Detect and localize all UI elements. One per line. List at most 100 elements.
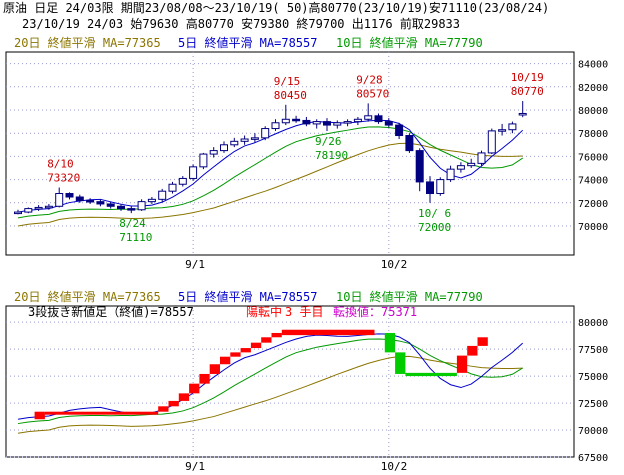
upper-ytick-3: 76000 bbox=[578, 152, 608, 163]
annotation-10: 10/ 6 bbox=[418, 207, 451, 220]
brick-15 bbox=[384, 332, 396, 353]
brick-0 bbox=[34, 411, 45, 420]
annotation-5: 80450 bbox=[274, 89, 307, 102]
candle-body-28 bbox=[302, 119, 311, 125]
lower-ytick-3: 75000 bbox=[578, 372, 608, 383]
brick-19 bbox=[467, 345, 478, 356]
brick-12 bbox=[261, 337, 272, 343]
upper-xtick-0: 9/1 bbox=[185, 258, 205, 271]
candle-body-1 bbox=[24, 208, 33, 213]
annotation-9: 80570 bbox=[356, 87, 389, 100]
lower-xtick-0: 9/1 bbox=[185, 460, 205, 473]
lower-ma20-line bbox=[17, 355, 523, 434]
candle-body-42 bbox=[446, 168, 455, 181]
upper-xtick-1: 10/2 bbox=[381, 258, 408, 271]
candle-body-25 bbox=[271, 122, 280, 130]
candle-body-17 bbox=[189, 166, 198, 179]
candle-body-4 bbox=[55, 193, 64, 207]
candle-body-33 bbox=[353, 118, 362, 123]
candle-body-37 bbox=[395, 124, 404, 137]
brick-17 bbox=[405, 372, 457, 377]
brick-3 bbox=[168, 400, 179, 407]
candle-body-24 bbox=[261, 128, 270, 139]
candle-body-10 bbox=[117, 205, 125, 210]
annotation-8: 9/28 bbox=[356, 73, 383, 86]
candle-body-49 bbox=[518, 112, 527, 116]
legend-ma20: 20日 終値平滑 MA=77365 bbox=[14, 36, 161, 50]
candle-body-43 bbox=[456, 165, 465, 170]
candle-body-39 bbox=[415, 150, 424, 183]
brick-16 bbox=[395, 352, 406, 374]
candle-body-18 bbox=[199, 153, 208, 168]
header-ohlc: 23/10/19 24/03 始79630 高80770 安79380 終797… bbox=[22, 17, 461, 31]
annotation-6: 9/26 bbox=[315, 135, 342, 148]
brick-14 bbox=[281, 329, 375, 336]
candle-body-27 bbox=[292, 118, 301, 122]
candle-body-32 bbox=[343, 121, 352, 124]
candle-body-20 bbox=[220, 144, 228, 152]
candle-body-48 bbox=[508, 123, 517, 131]
brick-9 bbox=[230, 352, 241, 357]
annotation-7: 78190 bbox=[315, 149, 348, 162]
candle-body-15 bbox=[168, 183, 177, 192]
annotation-2: 8/24 bbox=[119, 217, 146, 230]
candle-body-22 bbox=[240, 138, 249, 142]
newprice-info: 3段抜き新値足（終値)=78557 bbox=[28, 305, 194, 319]
lower-ma5-line bbox=[17, 333, 524, 420]
candle-body-21 bbox=[230, 140, 239, 146]
plot-frame-2 bbox=[5, 305, 575, 458]
brick-13 bbox=[271, 332, 282, 338]
candle-body-8 bbox=[96, 201, 105, 205]
lower-legend-ma10: 10日 終値平滑 MA=77790 bbox=[336, 290, 483, 304]
candle-body-3 bbox=[44, 205, 53, 209]
candle-body-31 bbox=[333, 122, 342, 126]
candle-body-7 bbox=[86, 199, 95, 203]
upper-ytick-0: 70000 bbox=[578, 222, 608, 233]
upper-ma10-line bbox=[17, 126, 523, 219]
candle-body-34 bbox=[364, 115, 373, 120]
brick-5 bbox=[189, 383, 200, 394]
annotation-13: 80770 bbox=[511, 85, 544, 98]
lower-ytick-4: 77500 bbox=[578, 345, 608, 356]
lower-xtick-1: 10/2 bbox=[381, 460, 408, 473]
candle-body-2 bbox=[34, 206, 43, 210]
candle-body-38 bbox=[405, 135, 414, 152]
candle-body-14 bbox=[158, 190, 167, 200]
lower-ytick-2: 72500 bbox=[578, 399, 608, 410]
candle-body-44 bbox=[467, 162, 476, 167]
legend-ma5: 5日 終値平滑 MA=78557 bbox=[178, 36, 318, 50]
lower-legend-ma5: 5日 終値平滑 MA=78557 bbox=[178, 290, 318, 304]
brick-11 bbox=[250, 342, 262, 349]
candle-body-26 bbox=[281, 118, 290, 124]
annotation-1: 73320 bbox=[47, 171, 80, 184]
candle-body-6 bbox=[75, 196, 84, 201]
candle-body-16 bbox=[178, 177, 187, 185]
candle-body-47 bbox=[498, 129, 507, 132]
candle-body-23 bbox=[250, 137, 259, 140]
brick-6 bbox=[199, 373, 210, 384]
candle-body-9 bbox=[106, 203, 115, 207]
upper-ma5-line bbox=[17, 119, 524, 213]
candle-body-35 bbox=[374, 115, 383, 123]
annotation-3: 71110 bbox=[119, 231, 152, 244]
lower-ma10-line bbox=[17, 338, 523, 425]
annotation-4: 9/15 bbox=[274, 75, 301, 88]
upper-ytick-4: 78000 bbox=[578, 129, 608, 140]
annotation-12: 10/19 bbox=[511, 71, 544, 84]
candle-body-5 bbox=[65, 193, 74, 198]
lower-ytick-1: 70000 bbox=[578, 426, 608, 437]
brick-18 bbox=[456, 355, 468, 373]
candle-body-41 bbox=[436, 179, 445, 195]
candle-body-29 bbox=[312, 121, 321, 125]
candle-body-0 bbox=[14, 211, 22, 215]
candle-body-30 bbox=[323, 121, 331, 126]
candle-body-46 bbox=[487, 130, 496, 154]
legend-ma10: 10日 終値平滑 MA=77790 bbox=[336, 36, 483, 50]
lower-legend-ma20: 20日 終値平滑 MA=77365 bbox=[14, 290, 161, 304]
candle-body-19 bbox=[209, 150, 218, 155]
step-count: 3 手目 bbox=[285, 305, 324, 319]
candle-body-40 bbox=[426, 181, 434, 195]
annotation-11: 72000 bbox=[418, 221, 451, 234]
brick-7 bbox=[209, 364, 220, 374]
